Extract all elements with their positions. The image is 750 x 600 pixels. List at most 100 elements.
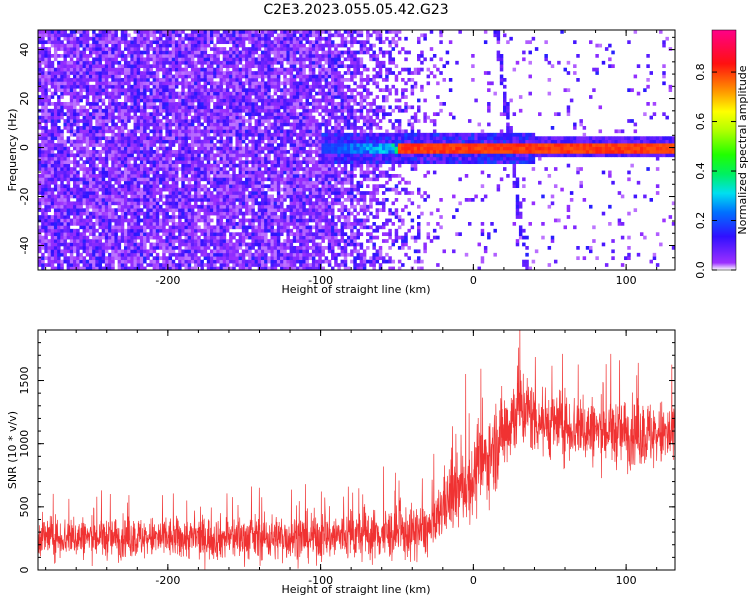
heatmap-cell <box>73 239 77 243</box>
heatmap-cell <box>248 78 252 82</box>
heatmap-cell <box>136 43 141 48</box>
heatmap-cell <box>216 215 220 219</box>
heatmap-cell <box>82 194 87 199</box>
heatmap-cell <box>85 43 90 48</box>
heatmap-cell <box>168 256 173 261</box>
heatmap-cell <box>165 36 169 41</box>
heatmap-cell <box>44 81 48 86</box>
heatmap-cell <box>38 215 42 219</box>
heatmap-cell <box>181 81 185 86</box>
heatmap-cell <box>171 259 176 264</box>
heatmap-cell <box>206 180 211 185</box>
heatmap-cell <box>270 98 274 103</box>
heatmap-cell <box>114 163 118 168</box>
heatmap-cell <box>257 98 262 103</box>
heatmap-cell <box>219 170 224 175</box>
heatmap-cell <box>225 40 230 45</box>
heatmap-cell <box>41 54 45 58</box>
heatmap-cell <box>171 57 176 62</box>
heatmap-cell <box>197 102 201 106</box>
heatmap-cell <box>149 170 153 175</box>
heatmap-cell <box>152 228 157 233</box>
heatmap-cell <box>136 139 141 144</box>
heatmap-cell <box>238 36 243 41</box>
heatmap-cell <box>69 98 74 103</box>
heatmap-cell <box>229 184 233 189</box>
heatmap-cell <box>41 146 45 151</box>
heatmap-cell <box>136 98 141 103</box>
heatmap-cell <box>178 105 182 110</box>
heatmap-cell <box>130 249 134 254</box>
heatmap-cell <box>194 225 198 230</box>
heatmap-cell <box>92 211 96 216</box>
heatmap-cell <box>120 201 125 206</box>
heatmap-cell <box>82 191 87 195</box>
heatmap-cell <box>232 102 236 106</box>
heatmap-cell <box>254 201 259 206</box>
heatmap-cell <box>273 67 278 72</box>
heatmap-cell <box>73 108 77 113</box>
heatmap-cell <box>155 78 160 82</box>
heatmap-cell <box>222 64 227 69</box>
heatmap-cell <box>60 184 64 189</box>
heatmap-cell <box>216 266 220 270</box>
heatmap-cell <box>57 30 61 34</box>
heatmap-cell <box>73 122 77 127</box>
heatmap-cell <box>260 102 265 106</box>
heatmap-cell <box>124 132 128 137</box>
heatmap-cell <box>162 263 166 267</box>
heatmap-cell <box>289 222 294 226</box>
heatmap-cell <box>184 43 188 48</box>
heatmap-cell <box>264 132 268 137</box>
heatmap-cell <box>73 98 77 103</box>
heatmap-cell <box>73 119 77 123</box>
heatmap-cell <box>283 263 287 267</box>
heatmap-cell <box>66 156 71 161</box>
heatmap-cell <box>127 211 131 216</box>
heatmap-cell <box>190 129 195 134</box>
heatmap-cell <box>88 211 93 216</box>
heatmap-cell <box>41 215 45 219</box>
heatmap-cell <box>200 187 204 192</box>
heatmap-cell <box>136 201 141 206</box>
heatmap-cell <box>108 139 112 144</box>
heatmap-cell <box>270 208 274 213</box>
heatmap-cell <box>203 211 208 216</box>
heatmap-cell <box>280 47 284 51</box>
heatmap-cell <box>280 126 284 130</box>
heatmap-cell <box>136 119 141 123</box>
heatmap-cell <box>203 235 208 240</box>
heatmap-cell <box>143 115 147 120</box>
heatmap-cell <box>120 163 125 168</box>
heatmap-cell <box>168 40 173 45</box>
heatmap-cell <box>168 249 173 254</box>
heatmap-cell <box>79 143 83 147</box>
heatmap-cell <box>124 119 128 123</box>
heatmap-cell <box>98 143 102 147</box>
heatmap-cell <box>187 74 192 79</box>
heatmap-cell <box>120 91 125 96</box>
heatmap-cell <box>124 47 128 51</box>
heatmap-cell <box>251 64 255 69</box>
heatmap-cell <box>248 139 252 144</box>
heatmap-cell <box>165 30 169 34</box>
heatmap-cell <box>159 204 163 209</box>
heatmap-cell <box>267 98 271 103</box>
heatmap-cell <box>117 167 122 171</box>
heatmap-cell <box>88 263 93 267</box>
heatmap-cell <box>152 218 157 223</box>
heatmap-cell <box>69 211 74 216</box>
heatmap-cell <box>117 81 122 86</box>
heatmap-cell <box>152 215 157 219</box>
heatmap-cell <box>280 95 284 99</box>
heatmap-cell <box>162 30 166 34</box>
heatmap-cell <box>216 91 220 96</box>
heatmap-cell <box>165 60 169 65</box>
heatmap-cell <box>73 91 77 96</box>
heatmap-cell <box>98 174 102 178</box>
heatmap-cell <box>133 228 138 233</box>
heatmap-cell <box>171 67 176 72</box>
heatmap-cell <box>264 47 268 51</box>
heatmap-cell <box>229 115 233 120</box>
heatmap-cell <box>184 132 188 137</box>
